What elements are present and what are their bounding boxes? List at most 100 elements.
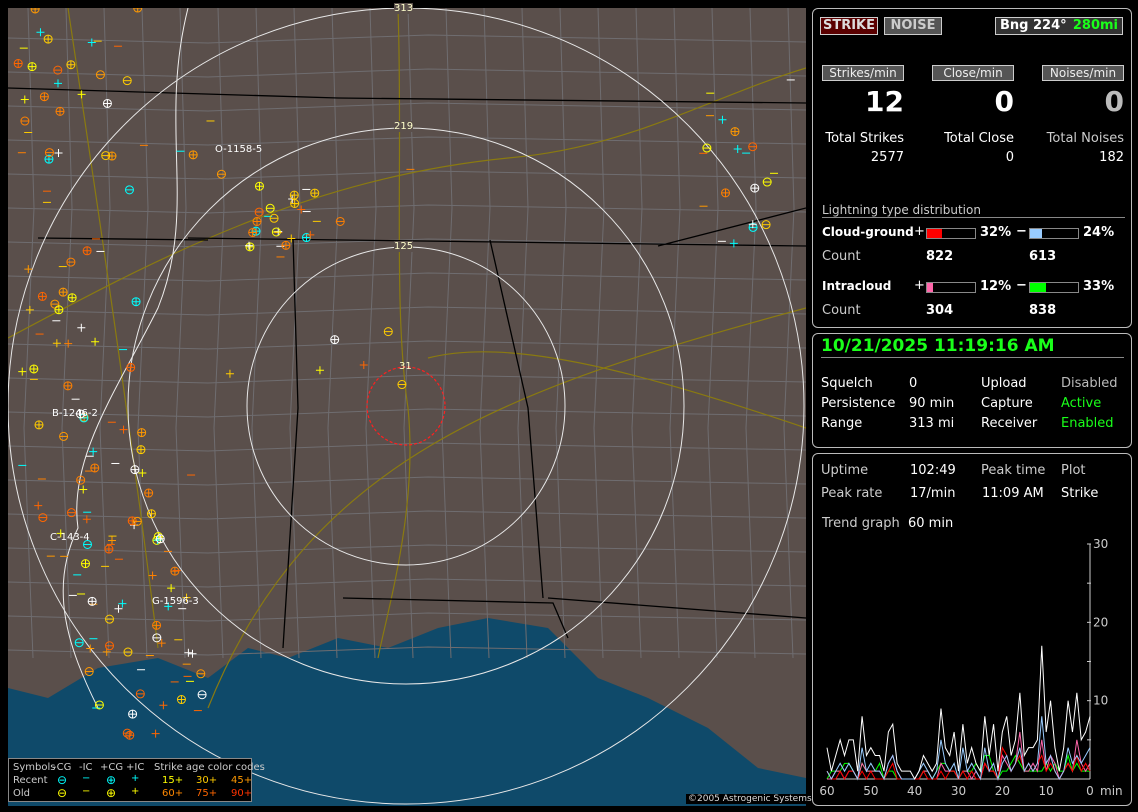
strike-marker bbox=[104, 545, 113, 554]
county-line bbox=[8, 510, 806, 520]
legend-recent: Recent bbox=[13, 775, 48, 786]
cg-negative-bar bbox=[1029, 228, 1079, 239]
status-value: 90 min bbox=[909, 396, 955, 411]
strike-marker bbox=[28, 62, 37, 71]
county-line bbox=[441, 8, 453, 659]
x-tick-label: 30 bbox=[951, 784, 966, 798]
ring-label: 219 bbox=[394, 121, 414, 132]
strike-marker bbox=[114, 604, 123, 613]
strike-marker bbox=[29, 364, 38, 373]
neg-cg-old-icon: ⊖ bbox=[57, 786, 68, 800]
strike-marker bbox=[750, 184, 759, 193]
status-value: Active bbox=[1061, 396, 1102, 411]
strike-marker bbox=[157, 639, 166, 648]
minus-sign: − bbox=[1016, 278, 1027, 293]
highway bbox=[8, 67, 806, 339]
strike-marker bbox=[103, 99, 112, 108]
y-tick-label: 30 bbox=[1093, 537, 1108, 551]
trend-graph-value[interactable]: 60 min bbox=[908, 516, 954, 531]
strike-marker bbox=[79, 485, 88, 494]
copyright: ©2005 Astrogenic Systems bbox=[686, 794, 814, 804]
plot-value[interactable]: Strike bbox=[1061, 486, 1099, 501]
ic-negative-bar bbox=[1029, 282, 1079, 293]
strike-marker bbox=[76, 409, 85, 418]
close-per-min-button[interactable]: Close/min bbox=[932, 65, 1014, 81]
county-line bbox=[365, 8, 377, 659]
strike-marker bbox=[297, 205, 306, 214]
strike-marker bbox=[167, 584, 176, 593]
county-line bbox=[137, 8, 149, 659]
strike-marker bbox=[63, 381, 72, 390]
strike-marker bbox=[54, 148, 63, 157]
neg-ic-old-icon: − bbox=[82, 786, 91, 797]
county-line bbox=[8, 408, 806, 418]
cluster-label: G-1596-3 bbox=[152, 596, 199, 607]
county-line bbox=[8, 340, 806, 350]
strikes-per-min-value: 12 bbox=[865, 85, 904, 118]
county-line bbox=[8, 136, 806, 146]
strike-marker bbox=[248, 228, 257, 237]
county-line bbox=[593, 8, 605, 659]
strike-marker bbox=[330, 335, 339, 344]
state-border bbox=[489, 239, 544, 599]
county-line bbox=[8, 374, 806, 384]
county-line bbox=[23, 8, 35, 659]
plot-label: Plot bbox=[1061, 463, 1086, 478]
noise-button[interactable]: NOISE bbox=[884, 17, 942, 35]
strike-marker bbox=[245, 242, 254, 251]
strike-button[interactable]: STRIKE bbox=[820, 17, 878, 35]
strike-marker bbox=[156, 534, 165, 543]
strike-marker bbox=[54, 79, 63, 88]
x-tick-label: 0 bbox=[1086, 784, 1094, 798]
neg-cg-recent-icon: ⊖ bbox=[57, 773, 68, 787]
county-line bbox=[783, 8, 795, 659]
y-tick-label: 20 bbox=[1093, 615, 1108, 629]
ic-positive-pct: 12% bbox=[980, 279, 1012, 294]
county-line bbox=[8, 102, 806, 112]
highway bbox=[67, 8, 159, 649]
pos-cg-old-icon: ⊕ bbox=[106, 786, 117, 800]
strike-marker bbox=[138, 468, 147, 477]
status-panel: 10/21/2025 11:19:16 AM Squelch 0 Upload Dis… bbox=[812, 333, 1132, 448]
strike-marker bbox=[40, 92, 49, 101]
state-border bbox=[282, 237, 299, 649]
county-line bbox=[251, 8, 263, 659]
strike-map[interactable]: B-1246-2 O-1158-5 C-143-4 G-1596-3 219 1… bbox=[8, 3, 806, 806]
bearing-value: Bng 224° bbox=[1000, 18, 1067, 33]
cg-negative-count: 613 bbox=[1029, 249, 1057, 264]
county-line bbox=[8, 612, 806, 622]
strike-marker bbox=[89, 447, 98, 456]
noises-per-min-button[interactable]: Noises/min bbox=[1042, 65, 1124, 81]
strike-marker bbox=[66, 60, 75, 69]
total-noises-value: 182 bbox=[1099, 150, 1124, 165]
strike-marker bbox=[170, 567, 179, 576]
county-line bbox=[327, 8, 339, 659]
age-code: 60+ bbox=[162, 788, 184, 799]
uptime-value: 102:49 bbox=[910, 463, 956, 478]
age-code: 90+ bbox=[231, 788, 253, 799]
age-code: 15+ bbox=[162, 775, 184, 786]
cg-positive-pct: 32% bbox=[980, 225, 1012, 240]
cg-negative-pct: 24% bbox=[1083, 225, 1115, 240]
county-line bbox=[479, 8, 491, 659]
cluster-label: C-143-4 bbox=[50, 532, 90, 543]
county-line bbox=[99, 8, 111, 659]
strikes-per-min-button[interactable]: Strikes/min bbox=[822, 65, 904, 81]
cg-positive-count: 822 bbox=[926, 249, 954, 264]
age-code: 30+ bbox=[196, 775, 218, 786]
county-line bbox=[8, 306, 806, 316]
cloud-ground-label: Cloud-ground bbox=[822, 225, 914, 239]
bearing-readout: Bng 224° 280mi bbox=[995, 17, 1123, 35]
total-close-value: 0 bbox=[1005, 150, 1014, 165]
strike-marker bbox=[164, 602, 173, 611]
strike-marker bbox=[151, 729, 160, 738]
strike-marker bbox=[31, 8, 40, 13]
ic-negative-pct: 33% bbox=[1083, 279, 1115, 294]
ring-label: 31 bbox=[399, 361, 412, 372]
strike-marker bbox=[287, 234, 296, 243]
state-border bbox=[342, 597, 569, 639]
cluster-label: B-1246-2 bbox=[52, 408, 98, 419]
peak-rate-label: Peak rate bbox=[821, 486, 883, 501]
trend-graph-label: Trend graph bbox=[822, 516, 900, 531]
strike-marker bbox=[87, 38, 96, 47]
